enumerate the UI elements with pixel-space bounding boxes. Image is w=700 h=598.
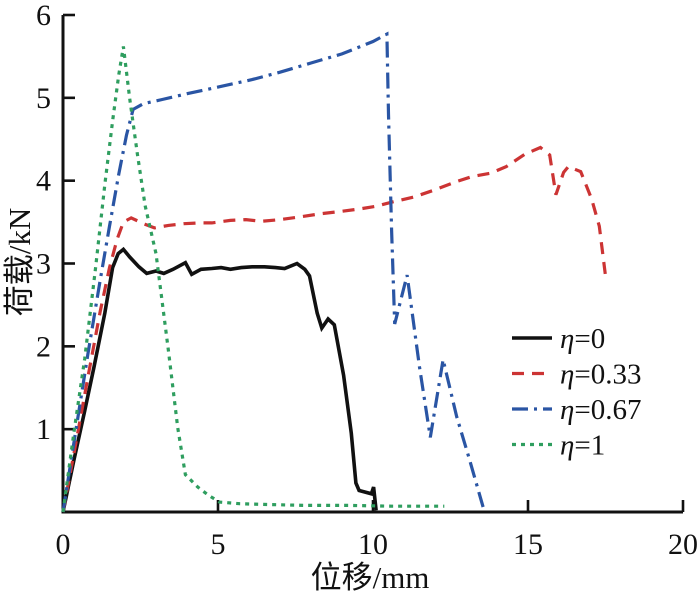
series-line-eta-0.33	[61, 145, 608, 513]
legend-eta-symbol: η	[560, 323, 574, 355]
legend-label-eta-1: η=1	[560, 430, 605, 462]
y-tick-label: 5	[36, 82, 51, 115]
legend-eta-value: =0.67	[574, 394, 641, 426]
y-tick-label: 4	[36, 165, 51, 198]
y-tick-label: 1	[36, 413, 51, 446]
legend-label-eta-0: η=0	[560, 323, 605, 355]
legend-eta-value: =0	[574, 323, 605, 355]
legend-eta-symbol: η	[560, 359, 574, 391]
legend: η=0η=0.33η=0.67η=1	[512, 323, 642, 462]
y-axis-label: 荷载/kN	[2, 208, 37, 317]
y-tick-label: 6	[36, 0, 51, 32]
y-tick-label: 3	[36, 248, 51, 281]
x-axis-label: 位移/mm	[311, 560, 430, 595]
series-line-eta-0	[61, 246, 378, 513]
x-tick-label: 20	[668, 528, 698, 561]
legend-eta-value: =0.33	[574, 359, 641, 391]
tick-labels: 0 5 10 15 20 1 2 3 4 5 6	[36, 0, 698, 561]
series-line-eta-0.67	[61, 31, 485, 513]
legend-label-eta-0.67: η=0.67	[560, 394, 642, 426]
series-line-eta-1	[61, 46, 445, 513]
curves	[61, 31, 608, 513]
x-tick-label: 5	[211, 528, 226, 561]
x-tick-label: 10	[358, 528, 388, 561]
x-tick-label: 15	[513, 528, 543, 561]
legend-eta-value: =1	[574, 430, 605, 462]
x-tick-label: 0	[56, 528, 71, 561]
legend-eta-symbol: η	[560, 430, 574, 462]
legend-label-eta-0.33: η=0.33	[560, 359, 642, 391]
y-tick-label: 2	[36, 330, 51, 363]
legend-eta-symbol: η	[560, 394, 574, 426]
